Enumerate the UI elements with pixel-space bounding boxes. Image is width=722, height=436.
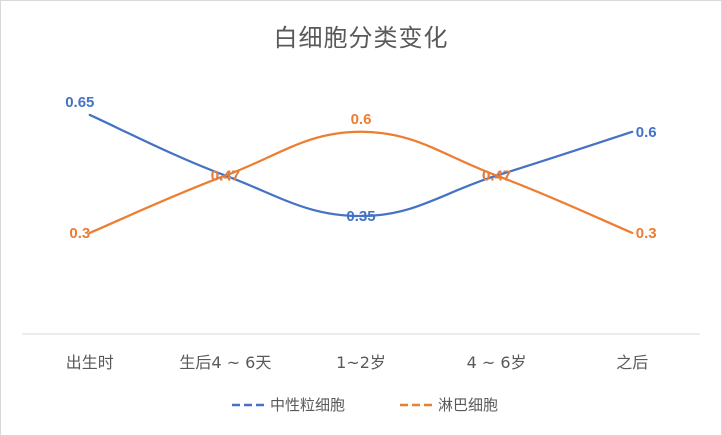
x-tick-label: 出生时 [66, 353, 114, 372]
legend-label-1: 淋巴细胞 [438, 396, 498, 414]
data-label-s1-4: 0.3 [636, 225, 657, 242]
chart-title: 白细胞分类变化 [273, 24, 449, 52]
legend-label-0: 中性粒细胞 [270, 396, 345, 414]
x-tick-label: 4 ~ 6岁 [467, 353, 527, 372]
series-layer [88, 113, 634, 235]
data-label-s1-3: 0.47 [482, 168, 511, 185]
data-label-s0-0: 0.65 [65, 94, 94, 111]
series-line-0 [88, 113, 634, 218]
data-label-s1-0: 0.3 [69, 225, 90, 242]
x-tick-label: 1~2岁 [336, 353, 386, 372]
legend: 中性粒细胞 淋巴细胞 [232, 396, 498, 414]
x-tick-layer: 出生时 生后4 ~ 6天 1~2岁 4 ~ 6岁 之后 [66, 353, 648, 372]
x-tick-label: 生后4 ~ 6天 [179, 353, 271, 372]
data-label-layer: 0.650.470.350.470.60.30.470.60.470.3 [65, 94, 656, 242]
data-label-s0-3: 0.47 [482, 168, 511, 185]
data-label-s1-2: 0.6 [351, 111, 372, 128]
series-line-1 [88, 130, 634, 235]
data-label-s0-4: 0.6 [636, 124, 657, 141]
data-label-s0-2: 0.35 [346, 208, 375, 225]
data-label-s1-1: 0.47 [211, 168, 240, 185]
x-tick-label: 之后 [616, 353, 648, 372]
data-label-s0-1: 0.47 [211, 168, 240, 185]
